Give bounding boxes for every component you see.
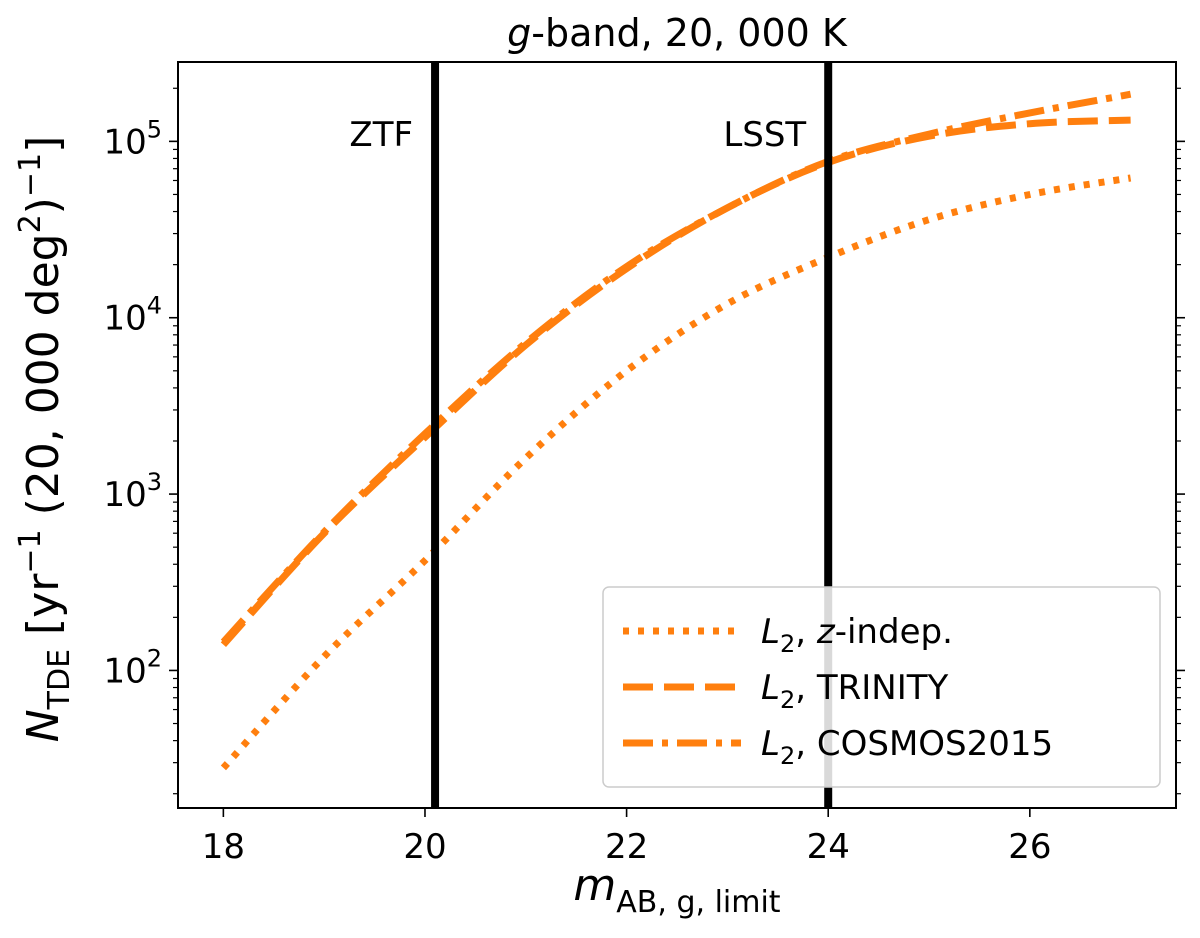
- y-tick-exp: 3: [147, 468, 162, 496]
- legend-label-comma: ,: [795, 612, 817, 652]
- y-axis-label-sup1: −1: [13, 529, 48, 573]
- y-tick-base: 10: [103, 475, 146, 515]
- y-axis-label-area: (20, 000 deg: [18, 233, 69, 529]
- legend-label-sub: 2: [780, 686, 795, 714]
- legend-label-comma: ,: [795, 724, 817, 764]
- legend-label-text: TRINITY: [816, 668, 949, 708]
- y-axis-label-sub: TDE: [42, 649, 77, 710]
- chart-title-text: -band, 20, 000 K: [531, 11, 848, 55]
- series-line-z-indep-: [220, 174, 1132, 771]
- x-axis-label: mAB, g, limit: [573, 860, 780, 920]
- x-tick-label: 22: [605, 827, 648, 867]
- series-line-cosmos2015: [220, 90, 1132, 645]
- legend-label: L2, COSMOS2015: [761, 724, 1053, 770]
- y-tick-label: 103: [103, 468, 162, 515]
- x-axis-label-sub: AB, g, limit: [616, 885, 781, 920]
- series-line-trinity: [220, 116, 1131, 648]
- legend-label: L2, z-indep.: [761, 612, 953, 658]
- y-tick-label: 102: [103, 644, 162, 691]
- y-axis-label-unit: [yr: [18, 573, 69, 649]
- y-tick-base: 10: [103, 299, 146, 339]
- x-tick-label: 20: [403, 827, 446, 867]
- y-tick-exp: 5: [147, 115, 162, 143]
- legend-label-italic: z: [816, 612, 836, 652]
- y-axis-label-close: ]: [18, 136, 69, 153]
- legend-box: [602, 586, 1161, 788]
- x-tick-label: 24: [807, 827, 850, 867]
- legend-label-sub: 2: [780, 630, 795, 658]
- legend-label-text: -indep.: [835, 612, 953, 652]
- y-tick-exp: 2: [147, 644, 162, 672]
- x-tick-label: 18: [202, 827, 245, 867]
- vline-label-lsst: LSST: [723, 115, 806, 155]
- chart-title-italic: g: [507, 11, 531, 55]
- legend-label-sub: 2: [780, 742, 795, 770]
- y-axis-label-paren: ): [18, 197, 69, 214]
- legend-label-symbol: L: [761, 612, 780, 652]
- y-tick-label: 105: [103, 115, 162, 162]
- y-tick-base: 10: [103, 122, 146, 162]
- legend-label-text: COSMOS2015: [817, 724, 1053, 764]
- y-axis-label: NTDE [yr−1 (20, 000 deg2)−1]: [13, 136, 77, 743]
- y-axis-label-main: N: [18, 709, 69, 742]
- axes-frame: [177, 61, 1177, 809]
- legend-label-comma: ,: [795, 668, 817, 708]
- vline-label-ztf: ZTF: [349, 115, 413, 155]
- x-axis-label-main: m: [573, 860, 616, 911]
- series-group: [220, 90, 1132, 771]
- legend-label-symbol: L: [761, 668, 780, 708]
- y-tick-base: 10: [103, 651, 146, 691]
- y-axis-label-sup3: −1: [13, 153, 48, 197]
- legend-label-symbol: L: [761, 724, 780, 764]
- chart-title: g-band, 20, 000 K: [507, 11, 848, 55]
- y-axis-label-sup2: 2: [13, 214, 48, 233]
- y-tick-label: 104: [103, 292, 162, 339]
- legend-label: L2, TRINITY: [761, 668, 949, 714]
- x-tick-label: 26: [1008, 827, 1051, 867]
- y-tick-exp: 4: [147, 292, 162, 320]
